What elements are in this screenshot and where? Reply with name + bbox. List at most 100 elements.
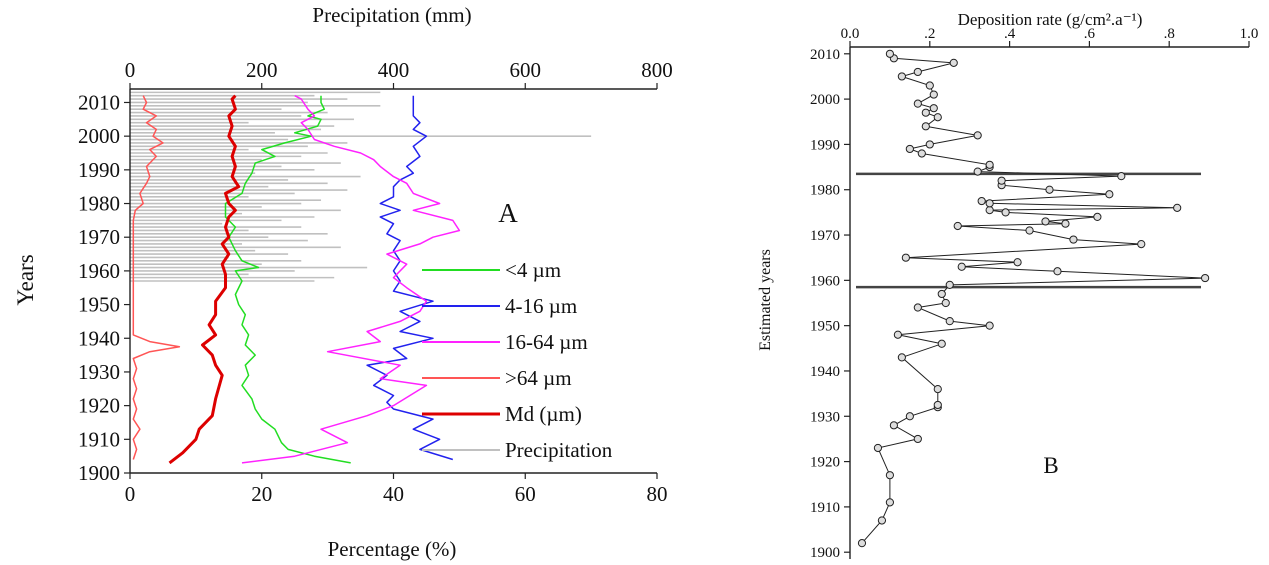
x-tick-label-top: 400 xyxy=(378,58,410,82)
x-tick-label-top: 800 xyxy=(641,58,673,82)
y-tick-label: 1940 xyxy=(810,364,840,380)
y-tick-label: 1900 xyxy=(78,461,120,485)
y-tick-label: 1990 xyxy=(78,158,120,182)
data-point xyxy=(1001,208,1010,217)
panel-a-bottom-axis-label: Percentage (%) xyxy=(328,537,457,561)
legend-label: <4 µm xyxy=(505,258,561,282)
x-tick-label-top: 600 xyxy=(510,58,542,82)
data-point xyxy=(1013,258,1022,267)
panel-b-chart: Deposition rate (g/cm².a⁻¹) Estimated ye… xyxy=(757,10,1258,561)
data-point xyxy=(937,289,946,299)
data-point xyxy=(949,58,958,67)
data-point xyxy=(925,81,934,90)
data-point xyxy=(945,280,954,289)
panel-a-top-axis-label: Precipitation (mm) xyxy=(312,3,471,27)
data-point xyxy=(941,298,950,308)
y-tick-label: 1910 xyxy=(810,500,840,516)
y-tick-label: 1960 xyxy=(810,273,840,289)
y-tick-label: 1960 xyxy=(78,259,120,283)
y-tick-label: 1920 xyxy=(810,455,840,471)
data-point xyxy=(901,253,910,262)
data-point xyxy=(921,122,930,131)
legend-label: >64 µm xyxy=(505,366,572,390)
y-tick-label: 1970 xyxy=(78,225,120,249)
y-tick-label: 2000 xyxy=(810,92,840,108)
x-tick-label-bottom: 40 xyxy=(383,482,404,506)
data-point xyxy=(985,206,994,215)
x-tick-label-bottom: 80 xyxy=(647,482,668,506)
x-tick-label-top: 200 xyxy=(246,58,278,82)
y-tick-label: 1990 xyxy=(810,137,840,153)
data-point xyxy=(885,498,895,507)
data-point xyxy=(925,140,934,149)
data-point xyxy=(1173,203,1182,212)
data-point xyxy=(921,108,930,117)
data-point xyxy=(929,90,938,99)
data-point xyxy=(885,471,895,480)
data-point xyxy=(1201,273,1210,283)
data-point xyxy=(1025,226,1034,235)
x-tick-label-top: 0 xyxy=(125,58,136,82)
data-point xyxy=(929,104,938,113)
data-point xyxy=(1061,219,1070,228)
data-point xyxy=(917,149,926,158)
y-tick-label: 1970 xyxy=(810,228,840,244)
panel-a-chart: Precipitation (mm) Percentage (%) Years … xyxy=(13,3,673,561)
data-point xyxy=(913,67,922,77)
data-point xyxy=(1093,212,1102,222)
data-point xyxy=(885,49,895,58)
x-tick-label-top: .6 xyxy=(1084,26,1096,42)
y-tick-label: 1910 xyxy=(78,427,120,451)
data-point xyxy=(985,321,994,330)
y-tick-label: 1980 xyxy=(78,192,120,216)
data-point xyxy=(933,384,942,394)
data-point xyxy=(985,160,994,169)
data-point xyxy=(1069,235,1078,244)
series-line xyxy=(132,95,181,460)
data-point xyxy=(977,196,986,206)
data-point xyxy=(945,317,954,326)
data-point xyxy=(985,199,994,208)
data-point xyxy=(1117,172,1126,181)
y-tick-label: 1930 xyxy=(810,409,840,425)
y-tick-label: 2010 xyxy=(78,90,120,114)
x-tick-label-top: .4 xyxy=(1004,26,1016,42)
x-tick-label-top: .8 xyxy=(1164,26,1175,42)
legend-label: Precipitation xyxy=(505,438,613,462)
y-tick-label: 1950 xyxy=(78,293,120,317)
data-point xyxy=(897,72,906,81)
y-tick-label: 1940 xyxy=(78,326,120,350)
data-point xyxy=(997,176,1006,185)
series-line xyxy=(168,94,241,465)
series-line xyxy=(366,95,454,461)
data-point xyxy=(1041,217,1050,226)
data-point xyxy=(913,434,922,444)
panel-a-label: A xyxy=(498,198,518,228)
x-tick-label-bottom: 20 xyxy=(251,482,272,506)
x-tick-label-bottom: 0 xyxy=(125,482,136,506)
series-line xyxy=(224,95,351,464)
data-point xyxy=(905,412,914,421)
y-tick-label: 2000 xyxy=(78,124,120,148)
data-point xyxy=(1137,239,1146,249)
y-tick-label: 1950 xyxy=(810,319,840,335)
data-point xyxy=(933,113,942,122)
y-tick-label: 1920 xyxy=(78,394,120,418)
panel-b-top-axis-label: Deposition rate (g/cm².a⁻¹) xyxy=(958,10,1143,29)
x-tick-label-top: 0.0 xyxy=(841,26,860,42)
x-tick-label-top: .2 xyxy=(924,26,935,42)
x-tick-label-top: 1.0 xyxy=(1240,26,1259,42)
y-tick-label: 2010 xyxy=(810,47,840,63)
data-point xyxy=(877,516,887,525)
data-point xyxy=(1053,267,1062,276)
y-tick-label: 1930 xyxy=(78,360,120,384)
data-point xyxy=(889,421,898,430)
data-point xyxy=(973,131,982,140)
data-point xyxy=(913,99,922,108)
data-point xyxy=(933,400,942,410)
panel-a-y-axis-label: Years xyxy=(13,254,38,305)
data-point xyxy=(905,144,914,154)
y-tick-label: 1980 xyxy=(810,183,840,199)
data-point xyxy=(953,221,962,231)
